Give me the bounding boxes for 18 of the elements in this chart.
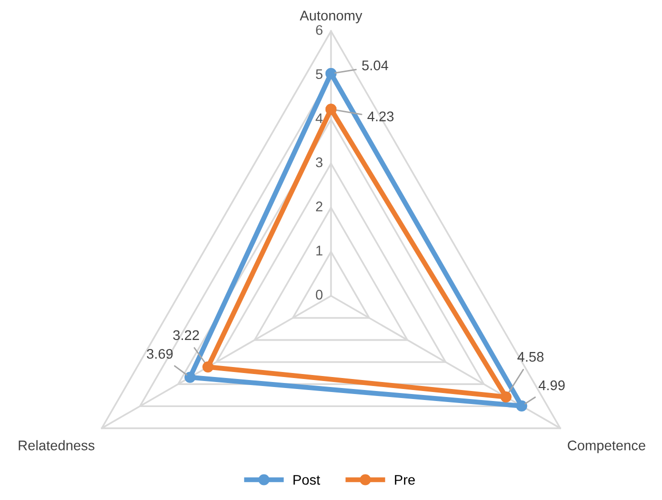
data-label: 3.69 xyxy=(146,348,173,359)
data-label: 4.58 xyxy=(517,352,544,362)
y-tick-label: 0 xyxy=(316,290,323,300)
spoke-label: Competence xyxy=(568,440,646,454)
y-tick-label: 1 xyxy=(316,246,322,256)
y-tick-label: 4 xyxy=(316,113,323,124)
y-tick-label: 6 xyxy=(316,25,322,35)
data-label: 3.22 xyxy=(173,330,199,340)
y-tick-label: 2 xyxy=(316,202,322,212)
y-tick-label: 3 xyxy=(316,157,322,168)
y-tick-label: 5 xyxy=(316,69,322,80)
data-label: 4.23 xyxy=(367,111,394,122)
legend-label: Pre xyxy=(394,475,415,485)
spoke-label: Relatedness xyxy=(18,440,94,450)
legend-label: Post xyxy=(294,475,320,485)
data-label: 4.99 xyxy=(538,380,565,390)
data-label: 5.04 xyxy=(362,60,388,70)
spoke-label: Autonomy xyxy=(300,10,362,24)
